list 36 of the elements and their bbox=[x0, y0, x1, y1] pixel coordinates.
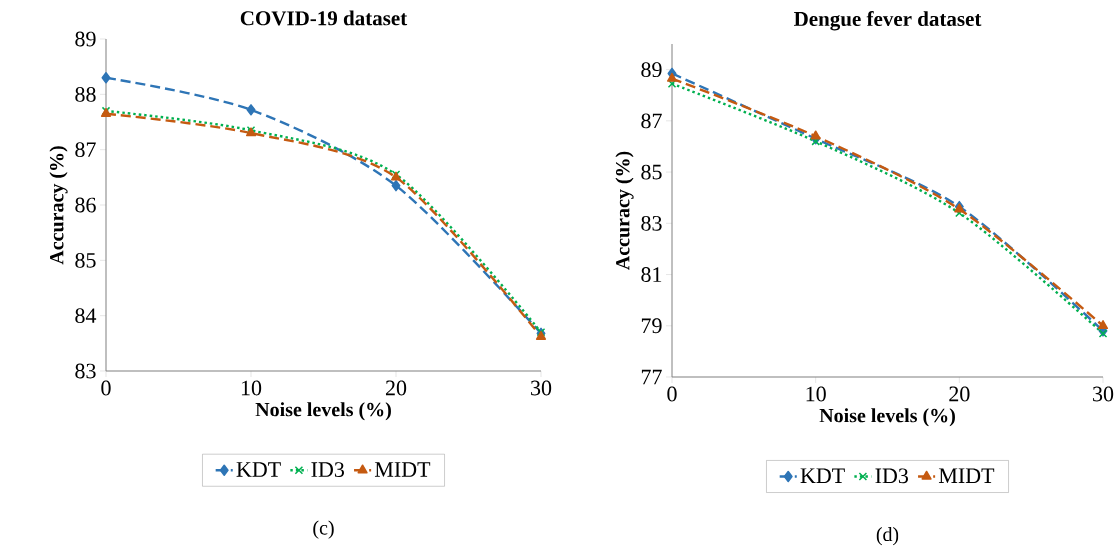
x-tick-label: 10 bbox=[241, 380, 262, 396]
chart-title: Dengue fever dataset bbox=[793, 11, 982, 31]
y-tick-label: 84 bbox=[75, 308, 97, 324]
x-tick-label: 30 bbox=[1093, 386, 1114, 402]
y-axis-title: Accuracy (%) bbox=[49, 146, 68, 265]
y-tick-label: 86 bbox=[75, 197, 96, 213]
x-tick-label: 20 bbox=[385, 380, 407, 396]
x-tick-label: 20 bbox=[949, 386, 970, 402]
text: (d) bbox=[876, 527, 899, 546]
x-tick-label: 30 bbox=[531, 380, 552, 396]
legend-label: KDT bbox=[236, 462, 281, 477]
y-tick-label: 77 bbox=[641, 369, 662, 385]
y-tick-label: 83 bbox=[641, 215, 662, 231]
y-tick-label: 89 bbox=[641, 62, 662, 78]
y-tick-label: 81 bbox=[641, 267, 662, 282]
text: (c) bbox=[313, 520, 334, 539]
legend-label: ID3 bbox=[311, 462, 344, 477]
y-tick-label: 79 bbox=[641, 318, 662, 334]
y-tick-label: 88 bbox=[75, 86, 96, 102]
legend-label: ID3 bbox=[875, 468, 908, 484]
chart-title: COVID-19 dataset bbox=[240, 10, 408, 26]
x-tick-label: 0 bbox=[667, 386, 677, 402]
y-tick-label: 85 bbox=[75, 252, 96, 268]
x-axis-title: Noise levels (%) bbox=[819, 408, 955, 427]
legend-label: KDT bbox=[800, 468, 845, 483]
y-tick-label: 83 bbox=[75, 363, 96, 379]
legend-label: MIDT bbox=[374, 462, 431, 477]
x-axis-title: Noise levels (%) bbox=[255, 402, 391, 421]
x-tick-label: 10 bbox=[806, 386, 826, 402]
y-tick-label: 85 bbox=[641, 164, 662, 180]
y-tick-label: 89 bbox=[75, 31, 96, 47]
y-axis-title: Accuracy (%) bbox=[615, 151, 634, 271]
x-tick-label: 0 bbox=[101, 380, 111, 396]
legend-label: MIDT bbox=[938, 468, 995, 483]
y-tick-label: 87 bbox=[75, 142, 96, 158]
y-tick-label: 87 bbox=[641, 113, 662, 129]
